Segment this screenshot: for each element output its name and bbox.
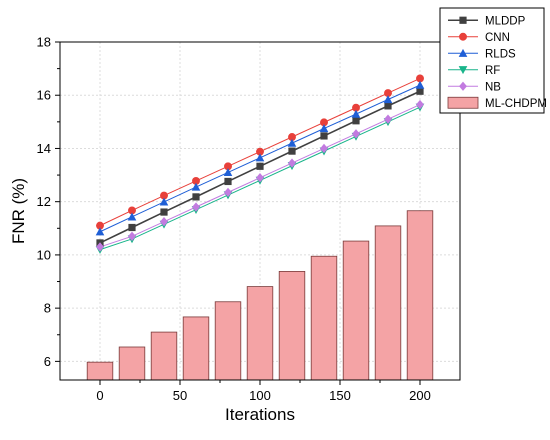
data-point bbox=[416, 74, 424, 83]
bar bbox=[150, 331, 178, 381]
data-point bbox=[320, 143, 328, 154]
legend-swatch bbox=[447, 96, 479, 109]
y-tick-label: 14 bbox=[37, 141, 51, 156]
bar bbox=[278, 271, 306, 381]
data-point bbox=[352, 117, 360, 125]
data-point bbox=[288, 147, 296, 155]
data-point bbox=[416, 99, 424, 110]
data-point bbox=[384, 102, 392, 110]
legend-marker bbox=[458, 48, 468, 57]
bar bbox=[86, 361, 114, 381]
data-point bbox=[383, 95, 393, 104]
x-tick-label: 200 bbox=[409, 388, 431, 403]
data-point bbox=[384, 114, 392, 124]
data-point bbox=[256, 147, 264, 156]
legend-label: NB bbox=[485, 81, 501, 93]
data-point bbox=[319, 124, 329, 133]
data-point bbox=[192, 193, 200, 201]
series-markers bbox=[95, 74, 425, 254]
legend-label: ML-CHDPM bbox=[485, 98, 547, 110]
data-point bbox=[128, 231, 136, 241]
legend-marker bbox=[459, 32, 467, 41]
axis-ticks: 0 50 100 150 200 6 8 10 12 14 16 18 bbox=[37, 35, 431, 404]
bar bbox=[310, 255, 338, 381]
y-tick-label: 6 bbox=[44, 354, 51, 369]
y-tick-label: 10 bbox=[37, 247, 51, 262]
data-point bbox=[416, 87, 424, 95]
x-axis-title: Iterations bbox=[225, 405, 295, 424]
data-point bbox=[352, 129, 360, 139]
legend: MLDDP CNN RLDS RF NB ML-CHDPM bbox=[439, 7, 547, 114]
data-point bbox=[128, 206, 136, 215]
y-tick-label: 12 bbox=[37, 194, 51, 209]
bar bbox=[406, 210, 434, 381]
data-point bbox=[256, 162, 264, 170]
data-point bbox=[223, 168, 233, 177]
bar bbox=[342, 240, 370, 381]
data-point bbox=[96, 242, 104, 252]
bars bbox=[86, 210, 434, 381]
data-point bbox=[352, 103, 360, 112]
legend-marker bbox=[459, 81, 467, 91]
data-point bbox=[320, 118, 328, 127]
legend-marker bbox=[458, 66, 468, 75]
x-tick-label: 100 bbox=[249, 388, 271, 403]
data-point bbox=[192, 202, 200, 212]
legend-label: CNN bbox=[485, 32, 510, 44]
data-point bbox=[255, 153, 265, 162]
y-tick-label: 18 bbox=[37, 35, 51, 50]
legend-label: RF bbox=[485, 65, 500, 77]
data-point bbox=[127, 212, 137, 221]
data-point bbox=[96, 221, 104, 230]
data-point bbox=[351, 109, 361, 118]
data-point bbox=[288, 133, 296, 141]
legend-box bbox=[439, 7, 545, 114]
bar bbox=[374, 225, 402, 381]
data-point bbox=[128, 223, 136, 232]
bar bbox=[214, 301, 242, 381]
data-point bbox=[159, 197, 169, 206]
data-point bbox=[384, 89, 392, 98]
y-axis-title: FNR (%) bbox=[9, 178, 28, 244]
data-point bbox=[287, 138, 297, 147]
data-point bbox=[191, 182, 201, 191]
x-tick-label: 0 bbox=[96, 388, 103, 403]
data-point bbox=[320, 132, 328, 140]
data-point bbox=[160, 208, 168, 216]
data-point bbox=[224, 162, 232, 171]
bar bbox=[118, 346, 146, 381]
data-point bbox=[256, 173, 264, 183]
legend-marker bbox=[459, 16, 467, 24]
data-point bbox=[160, 216, 168, 227]
y-tick-label: 16 bbox=[37, 88, 51, 103]
data-point bbox=[160, 191, 168, 200]
bar bbox=[182, 316, 210, 381]
legend-label: MLDDP bbox=[485, 15, 526, 27]
data-point bbox=[224, 177, 232, 186]
x-tick-label: 150 bbox=[329, 388, 351, 403]
data-point bbox=[95, 227, 105, 236]
data-point bbox=[415, 80, 425, 89]
legend-label: RLDS bbox=[485, 48, 516, 60]
y-tick-label: 8 bbox=[44, 301, 51, 316]
data-point bbox=[288, 158, 296, 168]
bar bbox=[246, 286, 274, 381]
x-tick-label: 50 bbox=[173, 388, 187, 403]
data-point bbox=[224, 187, 232, 198]
data-point bbox=[192, 176, 200, 185]
